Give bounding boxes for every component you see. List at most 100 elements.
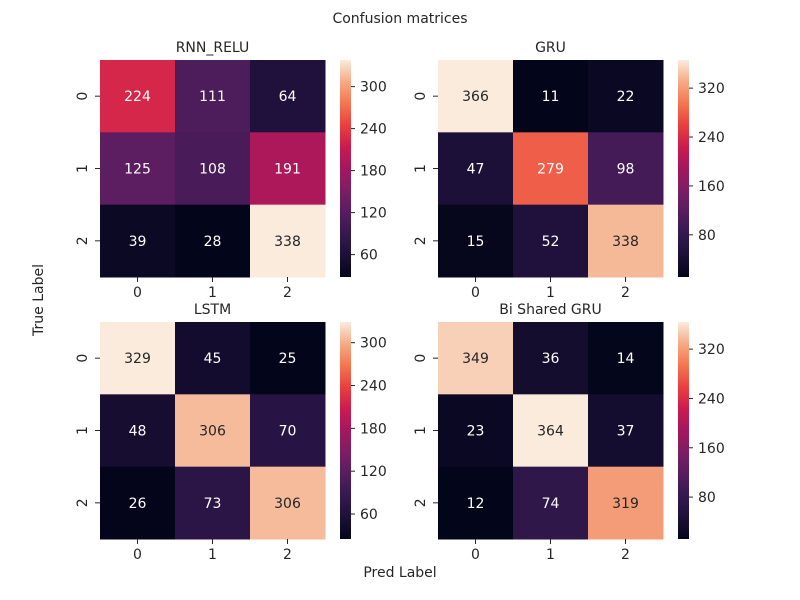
y-tick-label: 0 (413, 92, 429, 101)
cell-value-label: 28 (204, 234, 222, 250)
heatmap-cell (438, 394, 514, 468)
heatmap-cell (588, 204, 664, 278)
colorbar-tick-label: 320 (698, 342, 725, 358)
heatmap-cell (250, 60, 326, 133)
x-tick-label: 1 (546, 547, 555, 563)
colorbar-tick-label: 240 (360, 379, 387, 395)
y-tick-label: 0 (75, 354, 91, 363)
cell-value-label: 111 (199, 89, 226, 105)
cell-value-label: 125 (124, 162, 151, 178)
panel-title: GRU (535, 40, 566, 56)
heatmap-panel: GRU 366 11 22 47 279 98 15 52 338 0 1 2 0 1 2 80 160 240 32… (413, 40, 725, 301)
cell-value-label: 338 (274, 234, 301, 250)
cell-value-label: 22 (617, 89, 635, 105)
colorbar-tick-label: 80 (698, 228, 716, 244)
cell-value-label: 25 (279, 351, 297, 367)
cell-value-label: 11 (542, 89, 560, 105)
x-tick-label: 0 (471, 285, 480, 301)
y-tick-label: 1 (413, 164, 429, 173)
heatmap-cell (438, 322, 514, 395)
y-tick-label: 2 (413, 498, 429, 507)
cell-value-label: 26 (129, 496, 147, 512)
heatmap-cell (250, 466, 326, 540)
colorbar-tick-label: 300 (360, 80, 387, 96)
heatmap-cell (175, 60, 251, 133)
colorbar-tick-label: 180 (360, 164, 387, 180)
colorbar-tick-label: 240 (698, 391, 725, 407)
colorbar (340, 60, 351, 277)
colorbar-tick-label: 240 (698, 130, 725, 146)
figure-title: Confusion matrices (332, 11, 467, 27)
y-tick-label: 2 (75, 498, 91, 507)
heatmap-cell (513, 394, 589, 468)
heatmap-cell (100, 394, 176, 468)
cell-value-label: 191 (274, 162, 301, 178)
cell-value-label: 73 (204, 496, 222, 512)
colorbar-tick-label: 160 (698, 441, 725, 457)
colorbar (340, 322, 351, 539)
heatmap-cell (438, 204, 514, 278)
colorbar-tick-label: 180 (360, 421, 387, 437)
heatmap-cell (175, 466, 251, 540)
heatmap-cell (175, 394, 251, 468)
y-tick-label: 1 (75, 426, 91, 435)
colorbar-tick-label: 120 (360, 464, 387, 480)
cell-value-label: 306 (274, 496, 301, 512)
heatmap-cell (588, 394, 664, 468)
y-tick-label: 1 (413, 426, 429, 435)
x-tick-label: 2 (621, 285, 630, 301)
colorbar-tick-label: 300 (360, 336, 387, 352)
panel-title: Bi Shared GRU (499, 302, 602, 318)
heatmap-cell (438, 132, 514, 206)
heatmap-cell (588, 132, 664, 206)
cell-value-label: 74 (542, 496, 560, 512)
cell-value-label: 14 (617, 351, 635, 367)
cell-value-label: 329 (124, 351, 151, 367)
heatmap-cell (588, 466, 664, 540)
panel-title: RNN_RELU (176, 40, 250, 56)
x-tick-label: 2 (621, 547, 630, 563)
cell-value-label: 15 (467, 234, 485, 250)
cell-value-label: 70 (279, 424, 297, 440)
y-tick-label: 2 (75, 236, 91, 245)
y-tick-label: 0 (75, 92, 91, 101)
heatmap-cell (100, 466, 176, 540)
heatmap-cell (100, 60, 176, 133)
heatmap-cell (100, 322, 176, 395)
y-tick-label: 1 (75, 164, 91, 173)
colorbar-tick-label: 240 (360, 122, 387, 138)
colorbar-tick-label: 60 (360, 248, 378, 264)
colorbar-tick-label: 60 (360, 507, 378, 523)
heatmap-cell (100, 204, 176, 278)
cell-value-label: 48 (129, 424, 147, 440)
x-tick-label: 0 (133, 547, 142, 563)
cell-value-label: 36 (542, 351, 560, 367)
heatmap-cell (175, 322, 251, 395)
y-tick-label: 2 (413, 236, 429, 245)
cell-value-label: 108 (199, 162, 226, 178)
cell-value-label: 98 (617, 162, 635, 178)
heatmap-cell (250, 394, 326, 468)
heatmap-cell (513, 60, 589, 133)
colorbar-tick-label: 160 (698, 179, 725, 195)
heatmap-cell (588, 60, 664, 133)
cell-value-label: 338 (612, 234, 639, 250)
heatmap-cell (250, 204, 326, 278)
colorbar (678, 60, 689, 277)
heatmap-cell (100, 132, 176, 206)
cell-value-label: 52 (542, 234, 560, 250)
cell-value-label: 319 (612, 496, 639, 512)
colorbar (678, 322, 689, 539)
heatmap-cell (513, 204, 589, 278)
colorbar-tick-label: 120 (360, 206, 387, 222)
y-tick-label: 0 (413, 354, 429, 363)
x-tick-label: 2 (283, 547, 292, 563)
cell-value-label: 306 (199, 424, 226, 440)
cell-value-label: 45 (204, 351, 222, 367)
x-tick-label: 1 (546, 285, 555, 301)
cell-value-label: 279 (537, 162, 564, 178)
